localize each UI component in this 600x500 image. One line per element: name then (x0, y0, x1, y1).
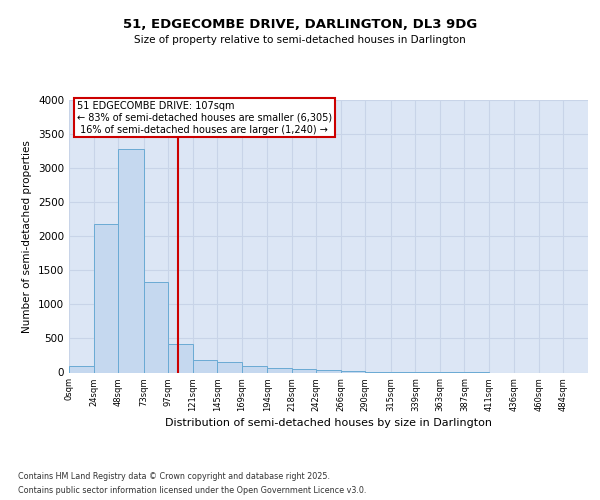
Y-axis label: Number of semi-detached properties: Number of semi-detached properties (22, 140, 32, 332)
Bar (94, 224, 118, 372)
Bar (143, 282, 168, 372)
Bar (217, 362, 242, 372)
Bar (118, 149, 143, 372)
Bar (242, 366, 267, 372)
Bar (168, 344, 193, 372)
Bar (316, 370, 341, 372)
Text: Contains public sector information licensed under the Open Government Licence v3: Contains public sector information licen… (18, 486, 367, 495)
Text: Size of property relative to semi-detached houses in Darlington: Size of property relative to semi-detach… (134, 35, 466, 45)
Text: Contains HM Land Registry data © Crown copyright and database right 2025.: Contains HM Land Registry data © Crown c… (18, 472, 330, 481)
Bar (267, 368, 292, 372)
X-axis label: Distribution of semi-detached houses by size in Darlington: Distribution of semi-detached houses by … (165, 418, 492, 428)
Bar (69, 366, 94, 372)
Bar (292, 369, 316, 372)
Text: 51 EDGECOMBE DRIVE: 107sqm
← 83% of semi-detached houses are smaller (6,305)
 16: 51 EDGECOMBE DRIVE: 107sqm ← 83% of semi… (77, 102, 332, 134)
Bar (193, 360, 217, 372)
Text: 51, EDGECOMBE DRIVE, DARLINGTON, DL3 9DG: 51, EDGECOMBE DRIVE, DARLINGTON, DL3 9DG (123, 18, 477, 30)
